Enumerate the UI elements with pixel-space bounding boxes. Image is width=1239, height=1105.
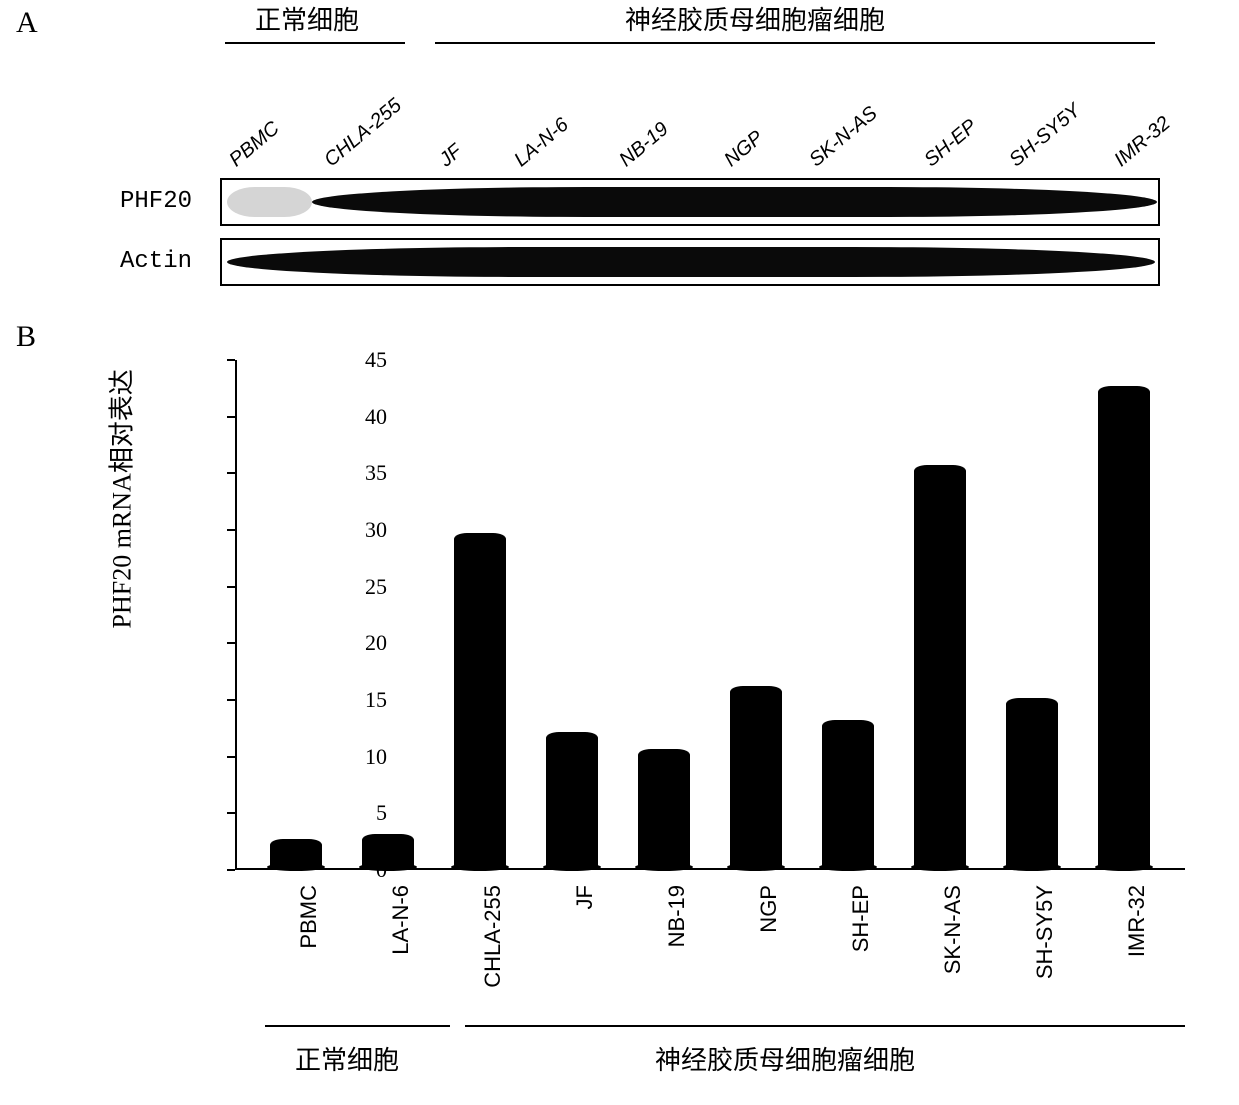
y-tick (227, 812, 235, 814)
lane-label: SK-N-AS (805, 102, 882, 172)
panel-b-label: B (16, 320, 36, 354)
y-tick (227, 416, 235, 418)
tumor-bottom-line (465, 1025, 1185, 1027)
x-tick-label: NGP (756, 885, 782, 1005)
lane-label: NB-19 (615, 118, 673, 172)
y-tick (227, 529, 235, 531)
tumor-bottom-label: 神经胶质母细胞瘤细胞 (655, 1040, 915, 1077)
x-tick-label: CHLA-255 (480, 885, 506, 1005)
y-tick (227, 472, 235, 474)
y-tick (227, 359, 235, 361)
y-tick (227, 642, 235, 644)
normal-bottom-label: 正常细胞 (295, 1040, 399, 1077)
lane-label: JF (435, 140, 467, 172)
panel-a-label: A (16, 6, 38, 40)
normal-cells-line (225, 42, 405, 44)
x-tick-label: SH-EP (848, 885, 874, 1005)
y-tick (227, 869, 235, 871)
tumor-cells-header: 神经胶质母细胞瘤细胞 (625, 0, 885, 37)
normal-cells-header: 正常细胞 (255, 0, 359, 37)
y-tick (227, 699, 235, 701)
lane-label: SH-SY5Y (1005, 99, 1085, 172)
lane-label: NGP (720, 127, 768, 172)
blot-band (312, 187, 1157, 218)
y-axis (235, 360, 237, 870)
y-axis-label: PHF20 mRNA相对表达 (102, 369, 139, 628)
bar (638, 755, 690, 868)
lane-label: PBMC (225, 117, 284, 172)
x-tick-label: PBMC (296, 885, 322, 1005)
lane-labels-a: PBMC CHLA-255 JF LA-N-6 NB-19 NGP SK-N-AS SH-EP… (220, 72, 1180, 172)
x-tick-label: LA-N-6 (388, 885, 414, 1005)
bar (362, 840, 414, 868)
lane-label: IMR-32 (1110, 112, 1175, 172)
y-tick (227, 756, 235, 758)
normal-bottom-line (265, 1025, 450, 1027)
phf20-blot-label: PHF20 (120, 188, 192, 215)
blot-band (227, 247, 1155, 278)
blot-band (227, 187, 312, 218)
bar (730, 692, 782, 868)
actin-blot-label: Actin (120, 248, 192, 275)
tumor-cells-line (435, 42, 1155, 44)
x-tick-label: IMR-32 (1124, 885, 1150, 1005)
panel-b: PHF20 mRNA相对表达 051015202530354045 正常细胞 神… (95, 320, 1205, 1100)
bar (454, 539, 506, 868)
x-tick-label: JF (572, 885, 598, 1005)
lane-label: CHLA-255 (320, 94, 406, 172)
bar (822, 726, 874, 868)
bar (546, 738, 598, 868)
bar (1098, 392, 1150, 868)
panel-a: 正常细胞 神经胶质母细胞瘤细胞 PBMC CHLA-255 JF LA-N-6 NB-1… (95, 0, 1205, 310)
lane-label: SH-EP (920, 115, 982, 172)
panel-a-group-headers: 正常细胞 神经胶质母细胞瘤细胞 (95, 0, 1205, 45)
x-tick-label: NB-19 (664, 885, 690, 1005)
x-tick-label: SH-SY5Y (1032, 885, 1058, 1005)
y-tick (227, 586, 235, 588)
bar (270, 845, 322, 868)
bar (914, 471, 966, 868)
actin-blot (220, 238, 1160, 286)
lane-label: LA-N-6 (510, 114, 573, 172)
chart-area (235, 360, 1185, 870)
bar (1006, 704, 1058, 868)
phf20-blot (220, 178, 1160, 226)
x-tick-label: SK-N-AS (940, 885, 966, 1005)
